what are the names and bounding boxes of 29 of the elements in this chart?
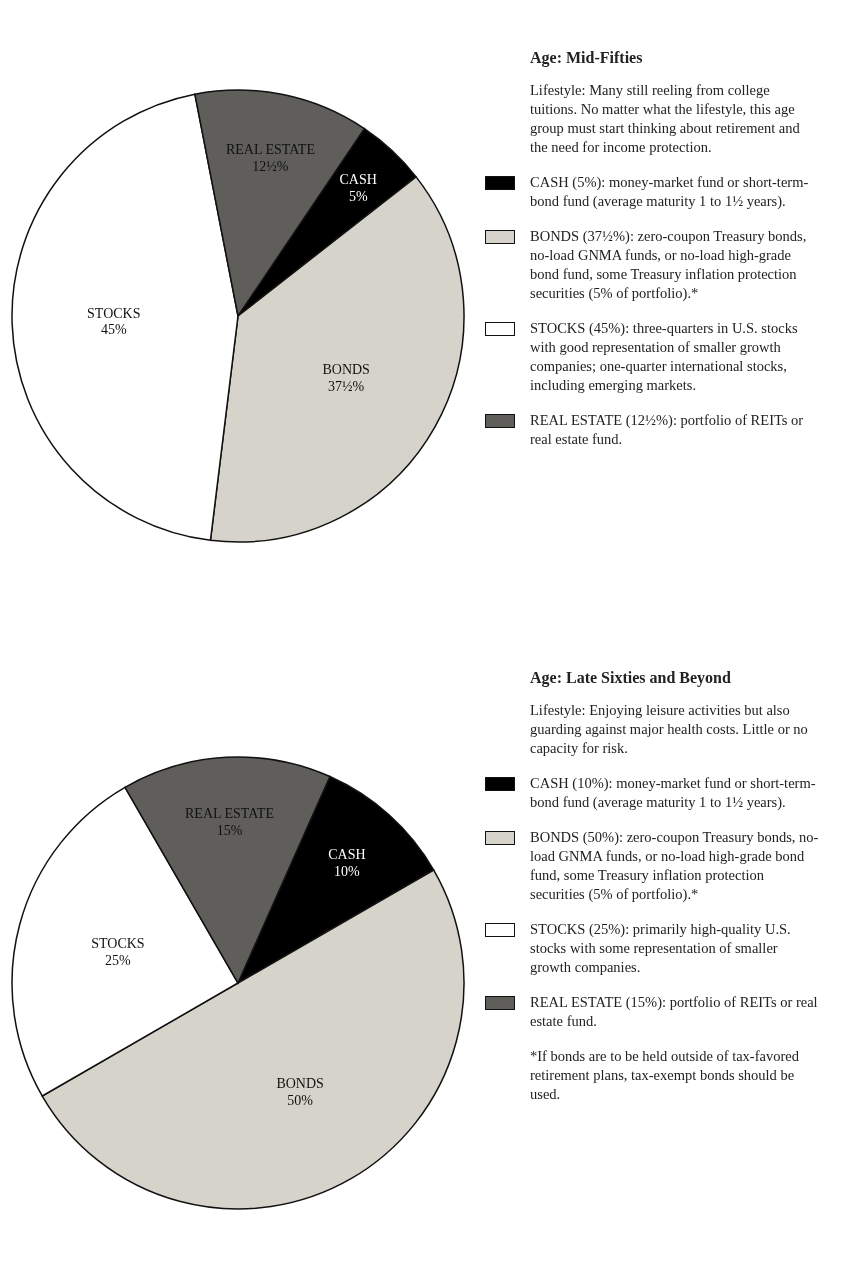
slice-label: REAL ESTATE xyxy=(185,805,274,821)
slice-label: BONDS xyxy=(276,1075,324,1091)
text: STOCKS (25%): primarily high-quality U.S. stocks with some representation of smaller growth companies. xyxy=(530,921,791,975)
text: CASH (5%): money-market fund or short-term-bond fund (average maturity 1 to 1½ years). xyxy=(530,174,809,209)
text: BONDS (50%): zero-coupon Treasury bonds, no-load GNMA funds, or no-load high-grade bond fund, some Treasury inflation protection securities (5% of portfolio).* xyxy=(530,829,819,902)
text: *If bonds are to be held outside of tax-favored retirement plans, tax-exempt bonds should be used. xyxy=(530,1048,799,1102)
data-label: 45% xyxy=(100,322,127,338)
text: Lifestyle: Enjoying leisure activities but also guarding against major health costs. Little or no capacity for risk. xyxy=(530,701,809,758)
data-label: 37½% xyxy=(328,379,365,395)
text: Age: Mid-Fifties xyxy=(530,48,644,67)
text: STOCKS (45%): three-quarters in U.S. stocks with good representation of smaller growth companies; one-quarter international stocks, including emerging markets. xyxy=(530,320,798,393)
data-label: 10% xyxy=(334,864,361,880)
text: Age: Late Sixties and Beyond xyxy=(530,668,732,687)
data-label: 12½% xyxy=(252,158,289,174)
text: BONDS (37½%): zero-coupon Treasury bonds, no-load GNMA funds, or no-load high-grade bond fund, some Treasury inflation protection securities (5% of portfolio).* xyxy=(530,228,807,301)
text: Lifestyle: Many still reeling from college tuitions. No matter what the lifestyle, this age group must start thinking about retirement and the need for income protection. xyxy=(530,81,801,157)
slice-label: BONDS xyxy=(322,362,370,378)
slice-label: CASH xyxy=(328,847,366,863)
data-label: 5% xyxy=(348,189,368,205)
slice-label: STOCKS xyxy=(87,305,141,321)
text: CASH (10%): money-market fund or short-term-bond fund (average maturity 1 to 1½ years). xyxy=(530,775,816,810)
data-label: 25% xyxy=(105,952,132,968)
slice-label: STOCKS xyxy=(91,936,145,952)
slice-label: REAL ESTATE xyxy=(225,141,315,157)
slice-label: CASH xyxy=(339,172,377,188)
text: REAL ESTATE (12½%): portfolio of REITs or real estate fund. xyxy=(530,412,804,447)
data-label: 50% xyxy=(287,1092,314,1108)
data-label: 15% xyxy=(216,822,243,838)
text: REAL ESTATE (15%): portfolio of REITs or real estate fund. xyxy=(530,994,818,1029)
